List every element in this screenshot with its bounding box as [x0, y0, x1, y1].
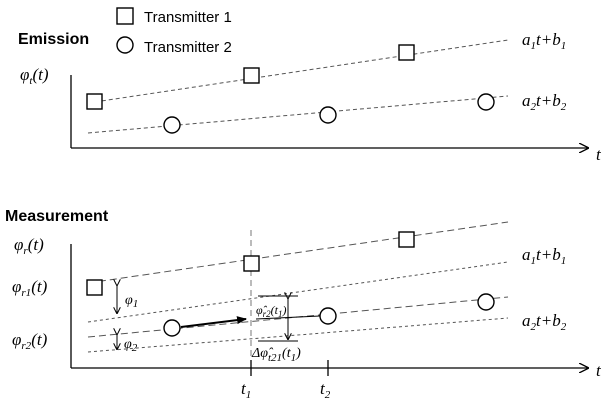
- measured-line-2-label: a2t+b2: [522, 311, 567, 333]
- row-2-label: φr2(t): [12, 330, 48, 352]
- emission-t2-sample-3: [477, 93, 495, 111]
- measured-t2-sample-3: [477, 293, 495, 311]
- emission-heading: Emission: [18, 31, 89, 48]
- measured-t2-sample-2: [319, 307, 337, 325]
- reference-line-1: [87, 261, 509, 323]
- emission-panel: Emission φt(t) t a1t+b1 a2t+b2: [18, 30, 602, 164]
- measured-t1-sample-2: [243, 255, 260, 272]
- y-sub: t: [29, 75, 33, 87]
- row-1-label: φr1(t): [12, 277, 48, 299]
- legend: Transmitter 1 Transmitter 2: [116, 7, 232, 56]
- legend-transmitter-1: Transmitter 1: [144, 9, 232, 26]
- legend-transmitter-2: Transmitter 2: [144, 39, 232, 56]
- emission-fit-line-2: [87, 95, 509, 134]
- emission-t2-sample-1: [163, 116, 181, 134]
- emission-x-axis-label: t: [596, 145, 602, 164]
- emission-line-1-label: a1t+b1: [522, 30, 566, 52]
- estimate-arrow: [180, 316, 247, 328]
- measured-line-1: [87, 221, 509, 284]
- measured-t1-sample-3: [398, 231, 415, 248]
- delta-phi-hat-label: Δφ̂t21(t1): [251, 346, 301, 364]
- emission-t1-sample-3: [398, 44, 415, 61]
- reference-line-2: [87, 317, 509, 353]
- emission-fit-line-1: [87, 39, 509, 104]
- t2-label: t2: [320, 379, 331, 401]
- measurement-heading: Measurement: [5, 208, 109, 225]
- emission-t1-sample-2: [243, 67, 260, 84]
- measurement-x-axis-label: t: [596, 361, 602, 380]
- square-marker-icon: [116, 7, 134, 25]
- y-base: φ: [20, 65, 29, 84]
- measured-t1-sample-1: [86, 279, 103, 296]
- circle-marker-icon: [116, 36, 134, 54]
- t1-label: t1: [241, 379, 251, 401]
- phi-hat-label: φ̂r2(t1): [256, 303, 287, 319]
- measured-t2-sample-1: [163, 319, 181, 337]
- emission-t2-sample-2: [319, 106, 337, 124]
- measurement-panel: Measurement φr(t) φr1(t) φr2(t) t φ1 φ2: [5, 208, 602, 401]
- measured-line-1-label: a1t+b1: [522, 245, 566, 267]
- phi-1-label: φ1: [125, 293, 138, 310]
- emission-t1-sample-1: [86, 93, 103, 110]
- measurement-y-axis-label: φr(t): [14, 235, 44, 257]
- phi-2-label: φ2: [124, 337, 138, 354]
- emission-y-axis-label: φt(t): [20, 65, 49, 87]
- y-arg: (t): [32, 65, 48, 84]
- emission-line-2-label: a2t+b2: [522, 91, 567, 113]
